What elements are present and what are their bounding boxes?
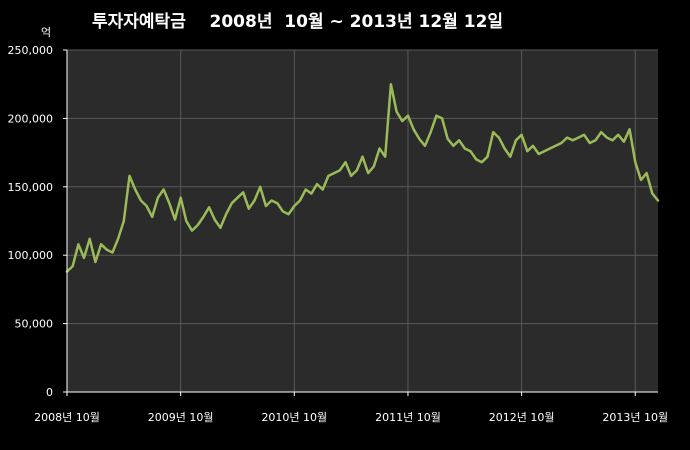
chart-title: 투자자예탁금 2008년 10월 ~ 2013년 12월 12일 [92,12,503,32]
x-tick-label: 2008년 10월 [34,411,100,424]
y-tick-label: 250,000 [8,44,54,57]
axes [66,50,658,393]
x-axis-tick-labels: 2008년 10월 2009년 10월 2010년 10월 2011년 10월 2012… [34,411,668,424]
gridlines [63,49,658,396]
series-line [65,82,660,273]
y-tick-label: 150,000 [8,181,54,194]
series-lines [65,82,660,273]
x-tick-label: 2011년 10월 [375,411,441,424]
y-axis-tick-labels: 0 50,000 100,000 150,000 200,000 250,000 [8,44,54,399]
y-tick-label: 200,000 [8,112,54,125]
y-axis-unit-label: 억 [41,26,51,39]
x-tick-label: 2013년 10월 [602,411,668,424]
x-tick-label: 2009년 10월 [148,411,214,424]
x-tick-label: 2010년 10월 [261,411,327,424]
x-tick-label: 2012년 10월 [489,411,555,424]
plot-area [67,50,658,392]
y-tick-label: 50,000 [15,318,54,331]
y-tick-label: 0 [46,386,53,399]
y-tick-label: 100,000 [8,249,54,262]
